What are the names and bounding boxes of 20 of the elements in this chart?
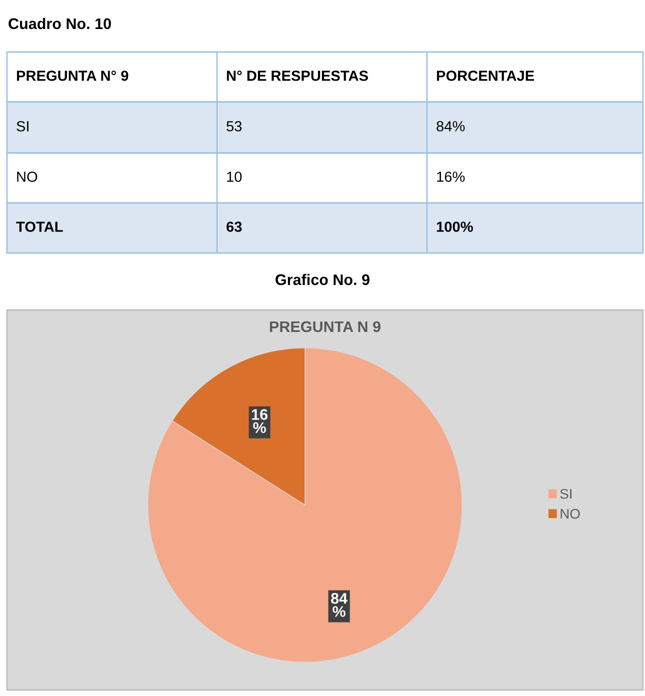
text: 16% (437, 172, 465, 182)
text: Grafico No. 9 (276, 274, 370, 286)
legend-label: NO (560, 508, 580, 519)
text: 84% (436, 121, 465, 132)
text: N° DE RESPUESTAS (226, 70, 368, 81)
text: 10 (227, 172, 242, 182)
chart-title: PREGUNTA N 9 (270, 321, 380, 332)
text: Cuadro No. 10 (8, 18, 111, 30)
text: TOTAL (16, 222, 63, 232)
text: NO (17, 172, 38, 182)
legend-label: SI (560, 488, 572, 499)
text: PORCENTAJE (436, 70, 534, 81)
text: 63 (226, 222, 242, 232)
text: 53 (226, 121, 242, 132)
pie-slice (148, 348, 462, 662)
text: SI (16, 121, 28, 132)
text: 100% (436, 222, 473, 232)
text: PREGUNTA N° 9 (16, 70, 128, 81)
data-label: 84 % (331, 592, 348, 617)
data-label: 16 % (252, 409, 268, 434)
